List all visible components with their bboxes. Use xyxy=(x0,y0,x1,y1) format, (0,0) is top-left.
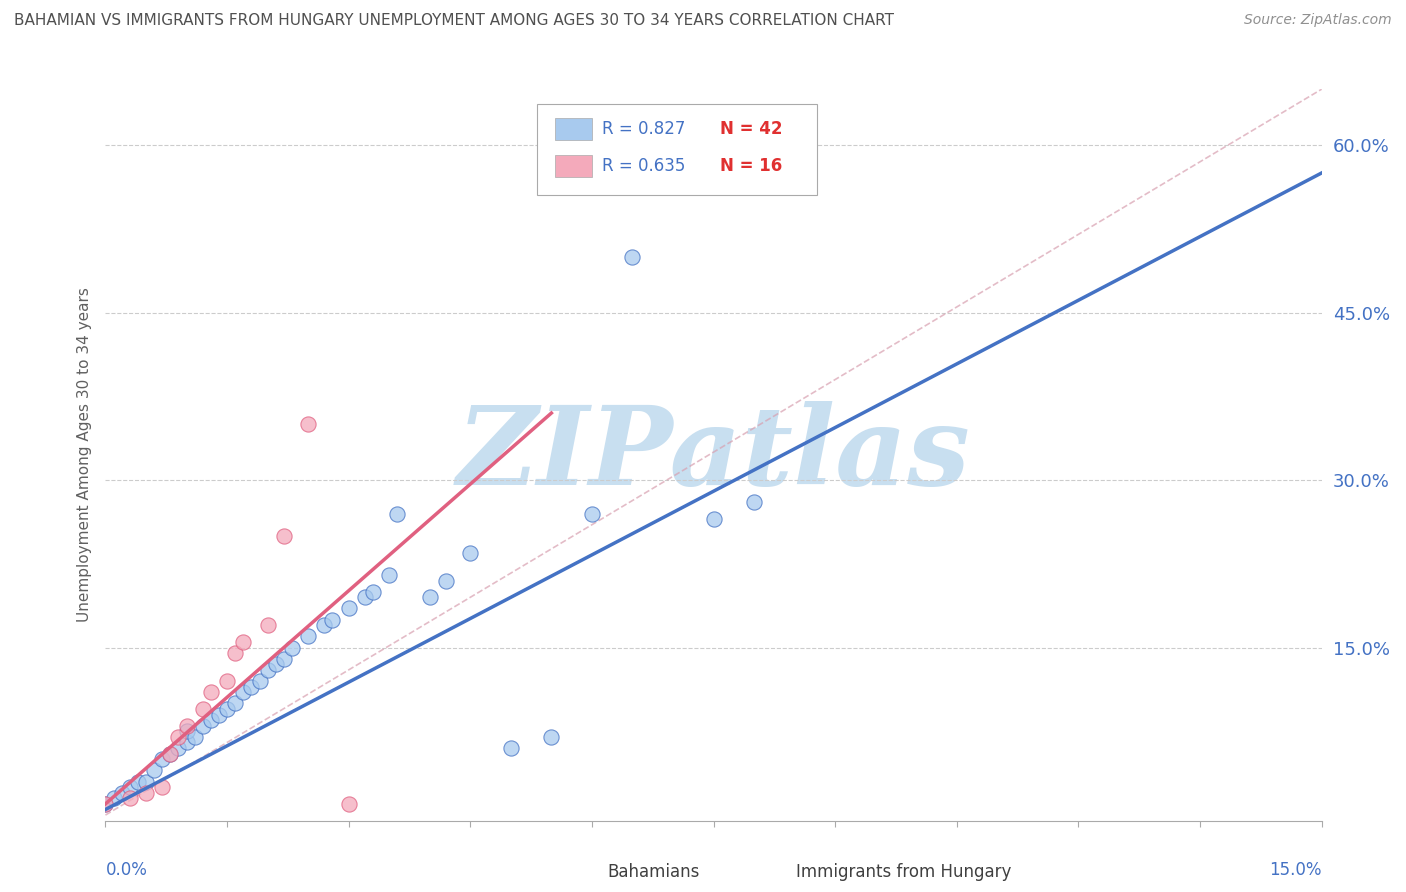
Text: BAHAMIAN VS IMMIGRANTS FROM HUNGARY UNEMPLOYMENT AMONG AGES 30 TO 34 YEARS CORRE: BAHAMIAN VS IMMIGRANTS FROM HUNGARY UNEM… xyxy=(14,13,894,29)
Point xyxy=(150,780,173,794)
Point xyxy=(135,786,157,800)
Point xyxy=(200,713,222,727)
Bar xyxy=(561,857,596,887)
Text: Bahamians: Bahamians xyxy=(607,863,700,880)
Point xyxy=(621,250,644,264)
Point xyxy=(240,680,263,694)
Point xyxy=(232,635,254,649)
Point xyxy=(434,574,457,588)
Bar xyxy=(749,857,785,887)
Point xyxy=(224,646,246,660)
Point xyxy=(118,780,141,794)
Point xyxy=(217,702,239,716)
Point xyxy=(191,702,214,716)
Point xyxy=(224,697,246,711)
Point xyxy=(337,797,360,811)
Point xyxy=(176,735,198,749)
Bar xyxy=(555,155,592,177)
Point xyxy=(273,651,295,665)
Text: R = 0.827: R = 0.827 xyxy=(602,120,685,138)
Point xyxy=(297,629,319,643)
Point xyxy=(499,741,522,756)
Point xyxy=(183,730,205,744)
Y-axis label: Unemployment Among Ages 30 to 34 years: Unemployment Among Ages 30 to 34 years xyxy=(76,287,91,623)
Point xyxy=(167,730,190,744)
Point xyxy=(191,719,214,733)
Point xyxy=(264,657,287,672)
Point xyxy=(378,568,401,582)
Text: N = 42: N = 42 xyxy=(720,120,782,138)
Point xyxy=(273,529,295,543)
Point xyxy=(256,663,278,677)
Point xyxy=(167,741,190,756)
Point xyxy=(419,591,441,605)
Point xyxy=(135,774,157,789)
Point xyxy=(314,618,336,632)
Point xyxy=(103,791,125,805)
Point xyxy=(176,724,198,739)
Point xyxy=(111,786,134,800)
Point xyxy=(742,495,765,509)
Point xyxy=(458,546,481,560)
Point xyxy=(337,601,360,615)
Text: N = 16: N = 16 xyxy=(720,157,782,175)
Point xyxy=(249,674,271,689)
Point xyxy=(200,685,222,699)
Point xyxy=(94,797,117,811)
Point xyxy=(217,674,239,689)
Point xyxy=(118,791,141,805)
Point xyxy=(256,618,278,632)
Point xyxy=(208,707,231,722)
Point xyxy=(354,591,377,605)
Point xyxy=(176,719,198,733)
Point xyxy=(150,752,173,766)
Point xyxy=(281,640,304,655)
Point xyxy=(581,507,603,521)
Text: 0.0%: 0.0% xyxy=(105,861,148,879)
Text: R = 0.635: R = 0.635 xyxy=(602,157,685,175)
Text: Immigrants from Hungary: Immigrants from Hungary xyxy=(796,863,1012,880)
Point xyxy=(540,730,562,744)
Point xyxy=(702,512,725,526)
Bar xyxy=(555,119,592,140)
Point xyxy=(143,764,166,778)
Point xyxy=(127,774,149,789)
Point xyxy=(387,507,409,521)
Point xyxy=(232,685,254,699)
Text: Source: ZipAtlas.com: Source: ZipAtlas.com xyxy=(1244,13,1392,28)
Text: 15.0%: 15.0% xyxy=(1270,861,1322,879)
Point xyxy=(361,584,384,599)
Point xyxy=(297,417,319,432)
Point xyxy=(159,747,181,761)
Point xyxy=(94,797,117,811)
Text: ZIPatlas: ZIPatlas xyxy=(457,401,970,508)
Point xyxy=(321,613,343,627)
FancyBboxPatch shape xyxy=(537,103,817,195)
Point xyxy=(159,747,181,761)
